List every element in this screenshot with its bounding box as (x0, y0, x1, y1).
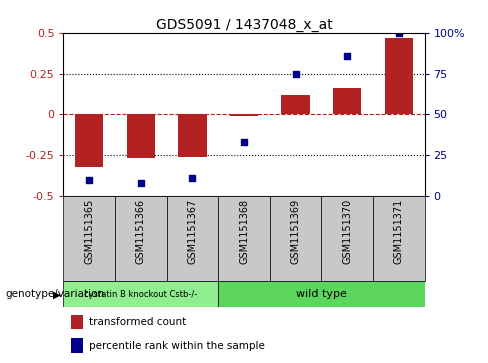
Bar (178, 114, 206, 157)
Bar (270, 196, 322, 281)
Point (240, 139, 248, 145)
Bar (218, 196, 270, 281)
Bar (333, 88, 362, 114)
Text: cystatin B knockout Cstb-/-: cystatin B knockout Cstb-/- (84, 290, 198, 299)
Bar (385, 38, 413, 114)
Point (395, 30, 403, 36)
Point (137, 180, 145, 186)
Bar (71, 338, 83, 352)
Title: GDS5091 / 1437048_x_at: GDS5091 / 1437048_x_at (156, 18, 332, 32)
Text: GSM1151368: GSM1151368 (239, 199, 249, 264)
Bar (230, 114, 258, 116)
Point (343, 53, 351, 58)
Point (188, 175, 196, 181)
Bar (71, 315, 83, 329)
Text: wild type: wild type (296, 289, 347, 299)
Bar (115, 196, 166, 281)
Point (292, 70, 300, 77)
Text: genotype/variation: genotype/variation (5, 289, 104, 299)
Text: GSM1151371: GSM1151371 (394, 199, 404, 264)
Point (85, 177, 93, 183)
Bar (75, 114, 103, 167)
Bar (166, 196, 218, 281)
Bar (282, 95, 310, 114)
Text: GSM1151365: GSM1151365 (84, 199, 94, 264)
Text: ▶: ▶ (53, 289, 61, 299)
Bar (322, 196, 373, 281)
Text: GSM1151367: GSM1151367 (187, 199, 198, 264)
Text: transformed count: transformed count (89, 317, 186, 327)
Text: percentile rank within the sample: percentile rank within the sample (89, 340, 264, 351)
Text: GSM1151366: GSM1151366 (136, 199, 146, 264)
Bar (63, 196, 115, 281)
Bar (127, 114, 155, 158)
Text: GSM1151369: GSM1151369 (290, 199, 301, 264)
Bar (63, 281, 218, 307)
Text: GSM1151370: GSM1151370 (342, 199, 352, 264)
Bar (218, 281, 425, 307)
Bar (373, 196, 425, 281)
